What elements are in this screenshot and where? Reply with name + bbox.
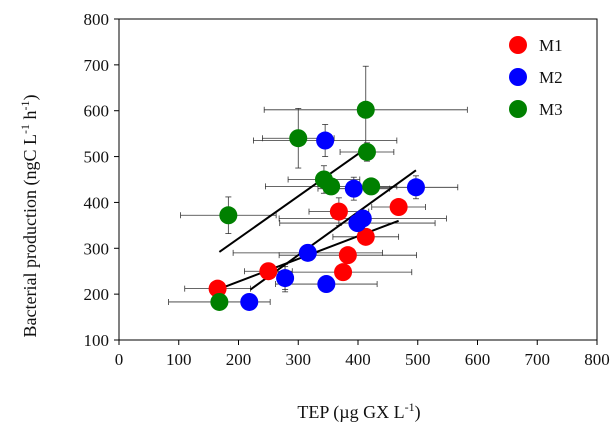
x-tick-label: 0 [115,350,124,369]
legend-label: M3 [539,100,563,119]
y-axis-title-superscript-1: -1 [18,124,32,134]
y-axis-ticks: 100 200 300 400 500 600 700 800 [84,10,119,350]
y-tick-label: 300 [84,239,110,258]
legend-marker-series-3 [509,100,527,118]
data-point-series-2 [316,131,335,150]
data-point-series-3 [362,177,381,196]
y-tick-label: 800 [84,10,110,29]
legend-marker-series-2 [509,68,527,86]
y-tick-label: 400 [84,193,110,212]
data-point-series-2 [298,243,317,262]
data-point-series-2 [406,178,425,197]
fit-lines [217,145,417,291]
data-point-series-3 [219,206,238,225]
legend-label: M2 [539,68,563,87]
fit-line-3 [218,145,370,253]
data-point-series-1 [356,227,375,246]
x-axis-title: TEP (µg GX L-1) [297,400,420,423]
data-point-series-2 [353,209,372,228]
x-tick-label: 700 [525,350,551,369]
y-tick-label: 500 [84,148,110,167]
x-tick-label: 600 [465,350,491,369]
data-point-series-3 [357,142,376,161]
legend-label: M1 [539,36,563,55]
x-tick-label: 100 [166,350,192,369]
x-tick-label: 200 [226,350,252,369]
fit-line-2 [249,169,417,291]
y-tick-label: 600 [84,102,110,121]
y-tick-label: 200 [84,285,110,304]
x-axis-title-superscript: -1 [405,400,415,414]
data-point-series-1 [329,202,348,221]
x-tick-label: 800 [584,350,610,369]
data-point-series-3 [356,100,375,119]
data-point-series-3 [322,177,341,196]
data-points [208,100,425,311]
data-point-series-2 [344,179,363,198]
x-tick-label: 400 [345,350,371,369]
data-point-series-1 [334,263,353,282]
y-axis-title-superscript-2: -1 [18,101,32,111]
x-axis-ticks: 0 100 200 300 400 500 600 700 800 [115,340,610,369]
data-point-series-1 [259,262,278,281]
data-point-series-3 [289,129,308,148]
legend: M1 M2 M3 [509,36,563,119]
data-point-series-2 [317,275,336,294]
y-tick-label: 700 [84,56,110,75]
legend-marker-series-1 [509,36,527,54]
data-point-series-1 [208,279,227,298]
data-point-series-1 [389,198,408,217]
data-point-series-3 [210,292,229,311]
y-tick-label: 100 [84,331,110,350]
data-point-series-2 [276,269,295,288]
data-point-series-1 [338,246,357,265]
x-tick-label: 500 [405,350,431,369]
y-axis-title: Bacterial production (ngC L-1 h-1) [18,95,41,338]
x-tick-label: 300 [286,350,312,369]
data-point-series-2 [240,292,259,311]
